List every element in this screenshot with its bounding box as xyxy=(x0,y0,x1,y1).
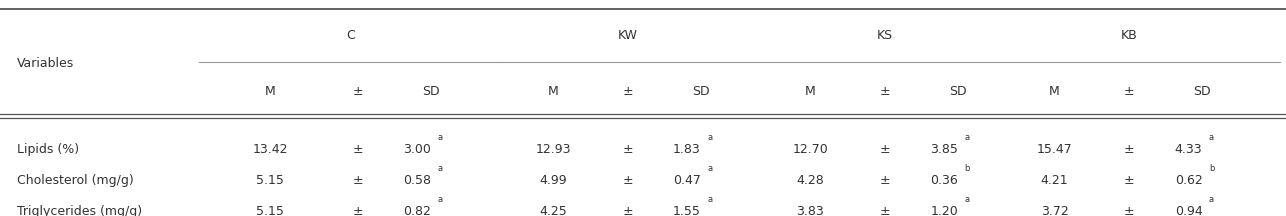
Text: ±: ± xyxy=(352,85,363,98)
Text: SD: SD xyxy=(949,85,967,98)
Text: Lipids (%): Lipids (%) xyxy=(17,143,78,156)
Text: ±: ± xyxy=(1124,174,1134,187)
Text: ±: ± xyxy=(622,174,633,187)
Text: 1.55: 1.55 xyxy=(673,205,701,216)
Text: a: a xyxy=(437,195,442,204)
Text: a: a xyxy=(1209,195,1214,204)
Text: 0.47: 0.47 xyxy=(673,174,701,187)
Text: 13.42: 13.42 xyxy=(252,143,288,156)
Text: M: M xyxy=(805,85,815,98)
Text: b: b xyxy=(964,164,970,173)
Text: M: M xyxy=(265,85,275,98)
Text: a: a xyxy=(964,133,970,142)
Text: SD: SD xyxy=(422,85,440,98)
Text: 1.20: 1.20 xyxy=(930,205,958,216)
Text: a: a xyxy=(964,195,970,204)
Text: 3.00: 3.00 xyxy=(403,143,431,156)
Text: ±: ± xyxy=(880,174,890,187)
Text: 4.21: 4.21 xyxy=(1040,174,1069,187)
Text: C: C xyxy=(347,29,355,42)
Text: ±: ± xyxy=(1124,143,1134,156)
Text: ±: ± xyxy=(622,143,633,156)
Text: a: a xyxy=(707,164,712,173)
Text: 0.82: 0.82 xyxy=(403,205,431,216)
Text: 4.28: 4.28 xyxy=(796,174,824,187)
Text: KB: KB xyxy=(1120,29,1138,42)
Text: ±: ± xyxy=(880,85,890,98)
Text: 0.62: 0.62 xyxy=(1174,174,1202,187)
Text: ±: ± xyxy=(352,143,363,156)
Text: 1.83: 1.83 xyxy=(673,143,701,156)
Text: a: a xyxy=(437,133,442,142)
Text: Variables: Variables xyxy=(17,57,75,70)
Text: 0.36: 0.36 xyxy=(930,174,958,187)
Text: M: M xyxy=(548,85,558,98)
Text: 3.85: 3.85 xyxy=(930,143,958,156)
Text: KS: KS xyxy=(877,29,892,42)
Text: 12.70: 12.70 xyxy=(792,143,828,156)
Text: 4.25: 4.25 xyxy=(539,205,567,216)
Text: ±: ± xyxy=(880,143,890,156)
Text: 3.72: 3.72 xyxy=(1040,205,1069,216)
Text: 15.47: 15.47 xyxy=(1037,143,1073,156)
Text: ±: ± xyxy=(1124,85,1134,98)
Text: 12.93: 12.93 xyxy=(535,143,571,156)
Text: 5.15: 5.15 xyxy=(256,174,284,187)
Text: Cholesterol (mg/g): Cholesterol (mg/g) xyxy=(17,174,134,187)
Text: 3.83: 3.83 xyxy=(796,205,824,216)
Text: SD: SD xyxy=(692,85,710,98)
Text: 0.58: 0.58 xyxy=(403,174,431,187)
Text: ±: ± xyxy=(880,205,890,216)
Text: 5.15: 5.15 xyxy=(256,205,284,216)
Text: ±: ± xyxy=(352,174,363,187)
Text: a: a xyxy=(1209,133,1214,142)
Text: a: a xyxy=(707,195,712,204)
Text: Triglycerides (mg/g): Triglycerides (mg/g) xyxy=(17,205,141,216)
Text: a: a xyxy=(707,133,712,142)
Text: ±: ± xyxy=(622,85,633,98)
Text: KW: KW xyxy=(617,29,638,42)
Text: ±: ± xyxy=(622,205,633,216)
Text: 4.99: 4.99 xyxy=(539,174,567,187)
Text: a: a xyxy=(437,164,442,173)
Text: ±: ± xyxy=(1124,205,1134,216)
Text: ±: ± xyxy=(352,205,363,216)
Text: 0.94: 0.94 xyxy=(1174,205,1202,216)
Text: M: M xyxy=(1049,85,1060,98)
Text: b: b xyxy=(1209,164,1214,173)
Text: SD: SD xyxy=(1193,85,1211,98)
Text: 4.33: 4.33 xyxy=(1175,143,1202,156)
